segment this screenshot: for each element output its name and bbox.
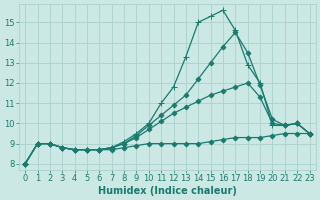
- X-axis label: Humidex (Indice chaleur): Humidex (Indice chaleur): [98, 186, 237, 196]
